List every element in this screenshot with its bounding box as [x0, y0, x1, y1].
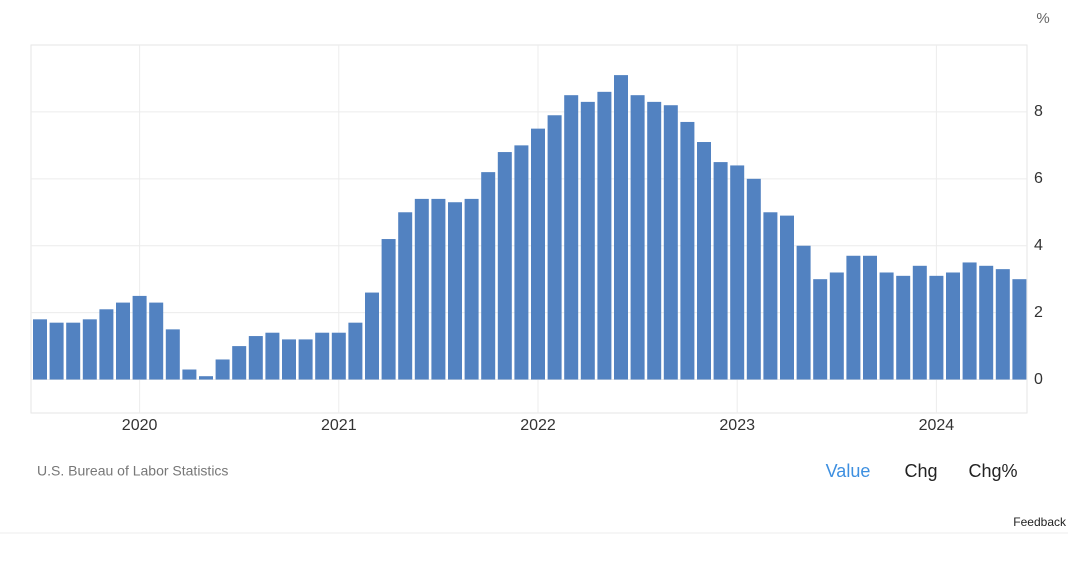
y-tick-label: 0	[1034, 371, 1043, 388]
bar	[846, 255, 861, 380]
bar	[979, 265, 994, 380]
bar	[365, 292, 379, 380]
bar	[331, 332, 346, 380]
y-tick-label: 8	[1034, 103, 1043, 120]
bar	[232, 346, 247, 380]
bar	[298, 339, 313, 380]
feedback-link[interactable]: Feedback	[1013, 515, 1067, 529]
bar	[348, 322, 363, 380]
bar	[929, 275, 944, 380]
bar	[481, 172, 496, 380]
plot-area	[30, 44, 1028, 414]
bar	[448, 202, 462, 380]
bar	[132, 295, 147, 380]
unit-label: %	[1036, 10, 1049, 27]
bar	[49, 322, 64, 380]
bar	[896, 275, 911, 380]
bar	[912, 265, 927, 380]
bar	[315, 332, 330, 380]
bar	[414, 198, 429, 380]
bar	[713, 162, 728, 380]
bar	[663, 105, 678, 380]
value-button[interactable]: Value	[826, 461, 871, 481]
bar	[829, 272, 844, 380]
bar	[464, 198, 479, 380]
x-tick-label: 2022	[520, 417, 556, 434]
bar	[547, 115, 562, 380]
bar	[531, 128, 545, 380]
bar	[730, 165, 745, 380]
bar	[995, 269, 1010, 380]
x-tick-label: 2020	[122, 417, 158, 434]
bar	[597, 91, 612, 380]
bar	[763, 212, 778, 380]
bar	[780, 215, 794, 380]
bar	[863, 255, 877, 380]
bar	[962, 262, 977, 380]
bar	[647, 101, 662, 380]
bar	[564, 95, 579, 380]
bar	[282, 339, 296, 380]
bar	[33, 319, 47, 380]
bar	[182, 369, 197, 380]
bar	[746, 178, 761, 380]
bar	[796, 245, 811, 380]
bar	[116, 302, 130, 380]
bar	[497, 152, 512, 380]
x-tick-label: 2023	[719, 417, 755, 434]
bar	[580, 101, 595, 380]
y-tick-label: 6	[1034, 170, 1043, 187]
chg-pct-button[interactable]: Chg%	[968, 461, 1017, 481]
chg-button[interactable]: Chg	[904, 461, 937, 481]
bar	[215, 359, 230, 380]
bar	[879, 272, 894, 380]
bar	[149, 302, 164, 380]
bar	[66, 322, 81, 380]
y-tick-label: 2	[1034, 304, 1043, 321]
x-tick-label: 2024	[919, 417, 955, 434]
bar	[697, 142, 711, 380]
bar	[680, 121, 695, 380]
bar	[381, 239, 396, 380]
bar	[1012, 279, 1027, 380]
bar	[165, 329, 180, 380]
bar	[630, 95, 645, 380]
bar	[99, 309, 114, 380]
bar	[398, 212, 413, 380]
x-tick-label: 2021	[321, 417, 357, 434]
bar	[431, 198, 446, 380]
bar	[614, 75, 628, 380]
bar	[248, 336, 263, 380]
bar	[946, 272, 960, 380]
bar	[813, 279, 828, 380]
bar	[265, 332, 280, 380]
source: U.S. Bureau of Labor Statistics	[37, 463, 228, 479]
y-tick-label: 4	[1034, 237, 1043, 254]
bar	[514, 145, 529, 380]
bar	[82, 319, 97, 380]
bar	[199, 376, 213, 380]
